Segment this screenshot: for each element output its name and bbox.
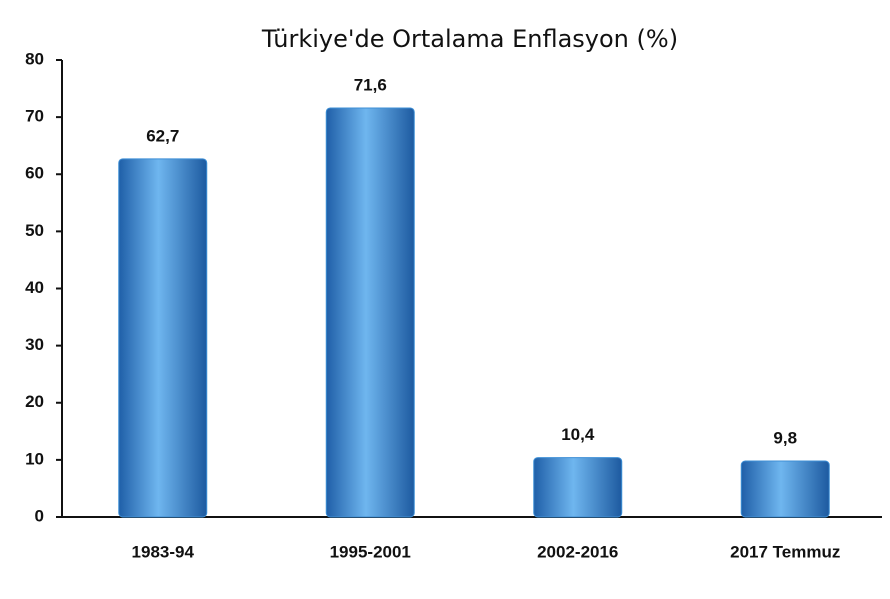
y-tick-label: 50 — [25, 221, 44, 240]
y-tick-label: 70 — [25, 107, 44, 126]
y-tick-label: 10 — [25, 449, 44, 468]
bar — [118, 158, 208, 518]
value-label: 62,7 — [146, 126, 179, 145]
x-tick-label: 1995-2001 — [330, 542, 411, 561]
y-tick-label: 60 — [25, 164, 44, 183]
bar — [325, 107, 415, 518]
value-label: 10,4 — [561, 425, 595, 444]
x-tick-label: 1983-94 — [132, 542, 195, 561]
x-tick-label: 2002-2016 — [537, 542, 618, 561]
chart-title: Türkiye'de Ortalama Enflasyon (%) — [261, 25, 678, 53]
y-tick-label: 20 — [25, 392, 44, 411]
bar — [740, 460, 830, 518]
y-tick-label: 0 — [35, 506, 44, 525]
bar — [533, 457, 623, 518]
value-label: 71,6 — [354, 75, 387, 94]
y-tick-label: 40 — [25, 278, 44, 297]
y-tick-label: 80 — [25, 49, 44, 68]
x-tick-label: 2017 Temmuz — [730, 542, 840, 561]
value-label: 9,8 — [773, 429, 797, 448]
y-tick-label: 30 — [25, 335, 44, 354]
